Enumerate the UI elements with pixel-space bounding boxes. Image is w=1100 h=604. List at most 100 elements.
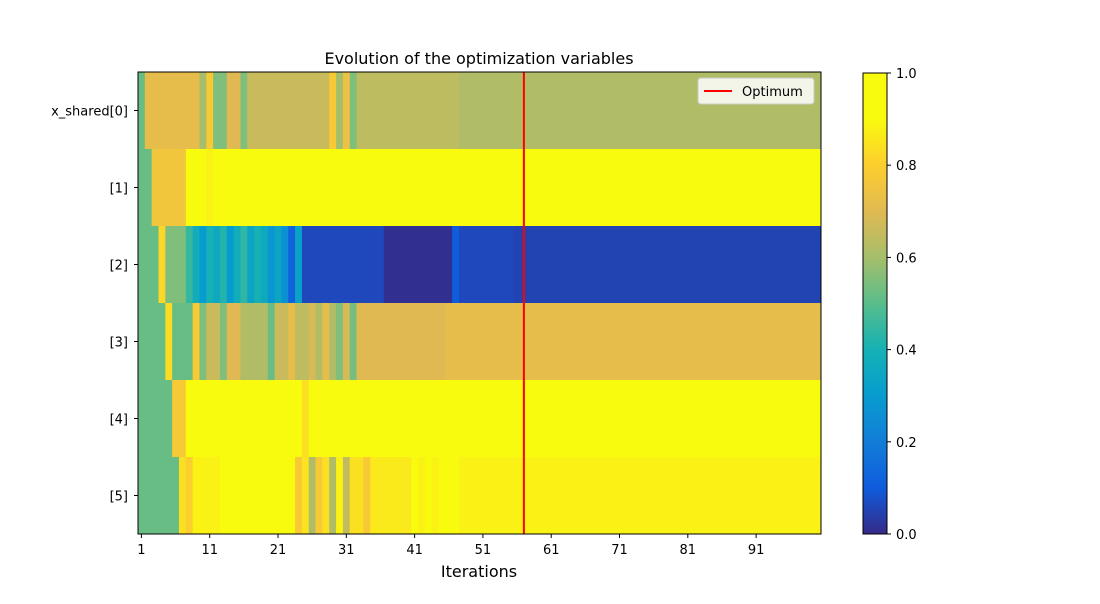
heatmap-cell — [301, 226, 385, 304]
x-tick-label: 11 — [201, 543, 218, 558]
heatmap-cell — [226, 72, 241, 150]
x-tick-label: 41 — [406, 543, 423, 558]
colorbar-tick-label: 0.6 — [896, 251, 917, 266]
heatmap-cell — [206, 380, 275, 458]
heatmap-cell — [288, 457, 296, 535]
heatmap-cell — [342, 303, 351, 381]
heatmap-cell — [342, 72, 351, 150]
heatmap-cell — [459, 457, 822, 535]
heatmap-cell — [206, 303, 221, 381]
heatmap-cell — [138, 149, 153, 227]
heatmap-cell — [192, 303, 200, 381]
heatmap-cell — [260, 457, 269, 535]
heatmap-cell — [213, 149, 228, 227]
heatmap-cell — [267, 457, 289, 535]
y-tick-label: [1] — [110, 182, 128, 197]
heatmap-cell — [452, 226, 460, 304]
heatmap-cell — [418, 457, 426, 535]
legend-box — [697, 77, 815, 105]
heatmap-cell — [295, 457, 303, 535]
x-tick-label: 81 — [680, 543, 697, 558]
heatmap-cell — [336, 457, 344, 535]
heatmap-cell — [288, 226, 296, 304]
heatmap-cell — [185, 149, 200, 227]
heatmap-cell — [260, 226, 269, 304]
colorbar-tick-label: 0.2 — [896, 436, 917, 451]
heatmap-cell — [363, 457, 371, 535]
heatmap-cell — [281, 380, 289, 458]
heatmap-cell — [172, 380, 187, 458]
x-tick-label: 1 — [137, 543, 145, 558]
heatmap-cell — [213, 226, 221, 304]
heatmap-cell — [199, 303, 207, 381]
heatmap-cell — [301, 380, 310, 458]
heatmap-cell — [226, 303, 241, 381]
y-tick-label: [2] — [110, 259, 128, 274]
heatmap-cell — [192, 380, 200, 458]
heatmap-cell — [185, 380, 194, 458]
heatmap-cell — [254, 457, 262, 535]
heatmap-cell — [329, 457, 337, 535]
heatmap-cell — [438, 457, 446, 535]
heatmap-cell — [247, 226, 255, 304]
heatmap-cell — [336, 303, 344, 381]
heatmap-cell — [431, 457, 439, 535]
heatmap-cell — [322, 380, 330, 458]
heatmap-cell — [274, 226, 282, 304]
heatmap-cell — [199, 149, 207, 227]
colorbar-tick-label: 0.4 — [896, 344, 917, 359]
heatmap-cell — [356, 303, 446, 381]
heatmap-cell — [185, 226, 194, 304]
heatmap-cell — [138, 72, 146, 150]
heatmap-cell — [192, 226, 200, 304]
heatmap-cell — [295, 380, 303, 458]
heatmap-cell — [151, 149, 187, 227]
heatmap-cell — [165, 303, 173, 381]
x-tick-label: 51 — [475, 543, 492, 558]
heatmap-cell — [308, 303, 316, 381]
heatmap-cell — [308, 380, 323, 458]
heatmap-cell — [315, 457, 323, 535]
colorbar — [862, 72, 888, 535]
heatmap-cell — [254, 226, 262, 304]
heatmap-cell — [219, 303, 228, 381]
heatmap-cell — [356, 72, 460, 150]
y-axis: x_shared[0] [1] [2] [3] [4] [5] — [51, 105, 138, 505]
heatmap-cell — [199, 226, 207, 304]
heatmap-cell — [274, 380, 282, 458]
legend-label-optimum: Optimum — [742, 85, 803, 100]
heatmap-cell — [192, 457, 221, 535]
heatmap-cell — [349, 72, 357, 150]
x-axis: 1 11 21 31 41 51 61 71 81 91 — [137, 534, 764, 558]
heatmap-cell — [349, 303, 357, 381]
heatmap-cell — [383, 226, 453, 304]
heatmap-cell — [459, 226, 515, 304]
heatmap-cell — [172, 303, 194, 381]
heatmap-cell — [138, 226, 159, 304]
x-tick-label: 71 — [611, 543, 628, 558]
heatmap-cell — [233, 226, 241, 304]
heatmap-cell — [288, 380, 296, 458]
heatmap-cell — [206, 149, 214, 227]
heatmap-cell — [247, 72, 330, 150]
heatmap-cell — [226, 149, 235, 227]
heatmap-cell — [240, 72, 248, 150]
heatmap-cell — [138, 457, 180, 535]
heatmap-cell — [158, 226, 166, 304]
heatmap-cell — [336, 72, 344, 150]
heatmap-cell — [233, 149, 822, 227]
heatmap-cell — [295, 226, 303, 304]
x-tick-label: 91 — [748, 543, 765, 558]
heatmap-cell — [329, 72, 337, 150]
y-tick-label: [5] — [110, 490, 128, 505]
heatmap-cell — [138, 303, 166, 381]
x-tick-label: 31 — [338, 543, 355, 558]
heatmap-cell — [445, 457, 460, 535]
heatmap-cell — [185, 457, 194, 535]
heatmap-cell — [226, 457, 235, 535]
y-tick-label: [3] — [110, 336, 128, 351]
heatmap-cell — [165, 226, 187, 304]
heatmap-cell — [513, 226, 822, 304]
x-tick-label: 21 — [270, 543, 287, 558]
plot-frame — [137, 71, 822, 535]
